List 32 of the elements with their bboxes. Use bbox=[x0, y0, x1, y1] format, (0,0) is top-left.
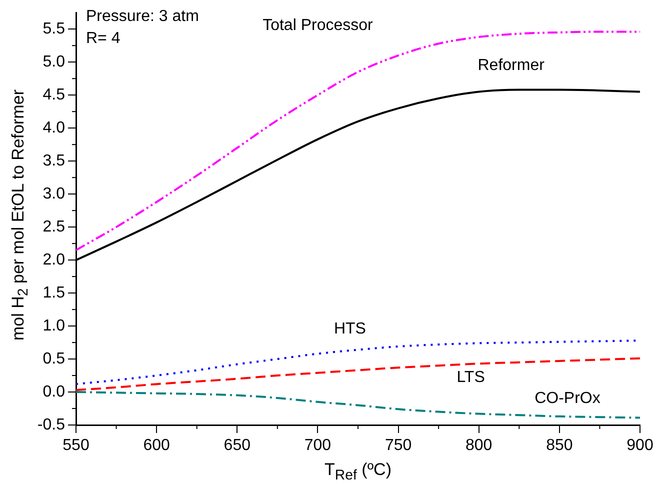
y-tick-label: 4.5 bbox=[42, 86, 66, 104]
series-label: HTS bbox=[334, 320, 366, 338]
y-tick-label: 5.0 bbox=[42, 53, 66, 70]
series-label: Reformer bbox=[478, 56, 546, 74]
y-tick-label: 2.0 bbox=[42, 251, 66, 268]
line-series bbox=[76, 391, 640, 419]
y-tick-label: 0.0 bbox=[42, 383, 66, 400]
line-series bbox=[76, 30, 640, 252]
x-tick-label: 900 bbox=[626, 437, 654, 454]
y-tick-label: 2.5 bbox=[42, 218, 66, 236]
y-tick-label: 4.0 bbox=[42, 119, 66, 136]
x-tick-label: 550 bbox=[62, 437, 90, 454]
x-tick-label: 650 bbox=[224, 437, 251, 454]
annotation: R= 4 bbox=[86, 30, 120, 48]
x-tick-label: 850 bbox=[546, 437, 573, 454]
y-tick-label: 1.5 bbox=[42, 284, 66, 302]
y-tick-label: -0.5 bbox=[37, 416, 66, 434]
line-series bbox=[76, 357, 640, 392]
x-tick-label: 700 bbox=[304, 437, 332, 454]
y-tick-label: 5.5 bbox=[42, 20, 66, 38]
y-tick-label: 3.5 bbox=[42, 152, 66, 170]
series-label: LTS bbox=[456, 368, 485, 386]
x-axis-title: T$_{Ref}$ (ºC) bbox=[324, 460, 392, 484]
series-label: CO-PrOx bbox=[534, 390, 600, 408]
y-tick-label: 3.0 bbox=[42, 185, 66, 202]
x-tick-label: 800 bbox=[466, 437, 492, 454]
series-label: Total Processor bbox=[262, 17, 374, 34]
x-tick-label: 750 bbox=[384, 437, 412, 454]
x-tick-label: 600 bbox=[143, 437, 170, 454]
y-tick-label: 1.0 bbox=[42, 317, 66, 334]
annotation: Pressure: 3 atm bbox=[86, 8, 199, 26]
y-tick-label: 0.5 bbox=[42, 350, 66, 368]
